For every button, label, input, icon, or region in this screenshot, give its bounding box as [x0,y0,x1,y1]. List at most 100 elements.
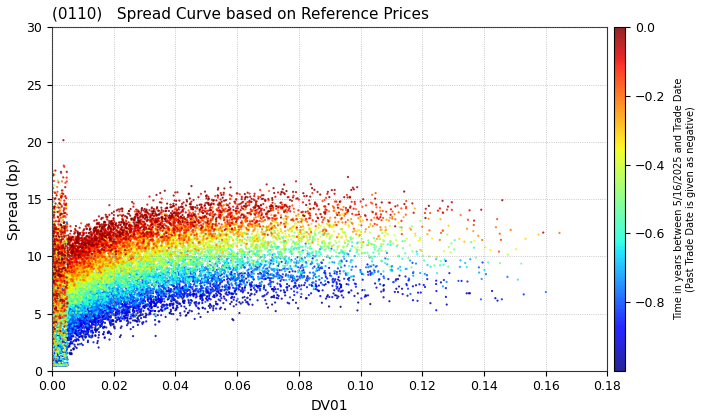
Point [121,299,132,305]
Point [74,260,86,266]
Point [49,280,60,286]
Point [94,249,105,256]
Point [295,230,307,237]
Point [78,295,89,302]
Point [68,277,79,284]
Point [87,265,99,272]
Point [81,323,93,330]
Point [86,250,97,257]
Point [120,229,132,236]
Point [180,233,192,239]
Point [375,288,387,295]
Point [149,317,161,323]
Point [78,272,89,279]
Point [121,291,132,298]
Point [121,266,132,273]
Point [48,306,59,312]
Point [107,307,118,314]
Point [115,263,127,270]
Point [139,294,150,300]
Point [179,244,190,250]
Point [346,273,357,280]
Point [50,318,62,325]
Point [175,254,186,260]
Point [140,207,152,214]
Point [290,263,302,270]
Point [71,279,83,286]
Point [178,268,189,275]
Point [55,307,67,314]
Point [201,223,212,230]
Point [95,238,107,245]
Point [182,233,194,239]
Point [50,304,62,311]
Point [60,362,71,368]
Point [152,296,163,302]
Point [99,227,110,234]
Point [52,334,63,341]
Point [196,250,207,257]
Point [117,294,128,301]
Point [56,257,68,264]
Point [76,312,88,319]
Point [71,281,82,288]
Point [54,262,66,269]
Point [155,275,166,282]
Point [102,286,113,293]
Point [67,234,78,240]
Point [251,218,262,225]
Point [407,248,418,255]
Point [205,207,217,213]
Point [86,265,97,272]
Point [294,275,306,282]
Point [48,304,59,311]
Point [109,311,121,318]
Point [101,257,112,263]
Point [277,271,289,278]
Point [48,295,60,302]
Point [121,286,132,293]
Point [48,208,60,215]
Point [70,272,81,278]
Point [193,240,204,247]
Point [91,283,102,290]
Point [212,292,223,299]
Point [47,218,58,225]
Point [161,278,172,284]
Point [232,275,243,282]
Point [59,277,71,284]
Point [128,230,140,237]
Point [46,302,58,309]
Point [53,283,64,289]
Point [70,239,81,246]
Point [166,222,177,228]
Point [60,281,71,287]
Point [87,319,99,326]
Point [122,255,134,262]
Point [194,202,205,208]
Point [63,323,74,330]
Point [52,276,63,282]
Point [145,225,156,232]
Point [135,233,146,240]
Point [104,283,116,290]
Point [272,210,284,216]
Point [120,281,131,288]
Point [226,294,238,301]
Point [56,245,68,252]
Point [374,236,385,242]
Point [343,251,354,257]
Point [295,286,307,293]
Point [366,240,377,247]
Point [118,234,130,240]
Point [107,318,118,325]
Point [174,285,185,292]
Point [357,240,369,247]
Point [145,265,156,272]
Point [137,299,148,305]
Point [56,282,68,289]
Point [96,226,107,233]
Point [86,318,97,324]
Point [143,236,154,243]
Point [78,317,90,323]
